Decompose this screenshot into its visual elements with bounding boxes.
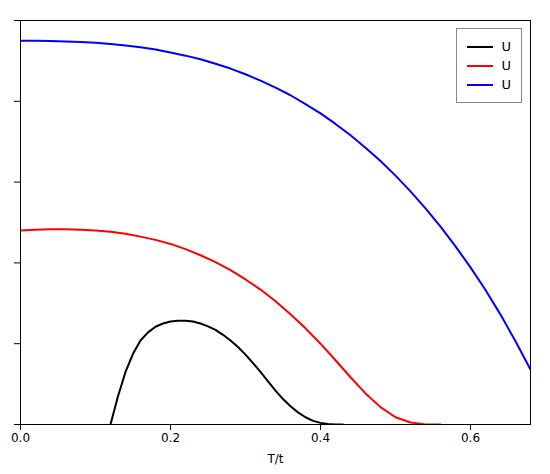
html-text:U: U	[501, 58, 511, 73]
svg-text:0.4: 0.4	[311, 431, 330, 445]
html-text:U: U	[501, 39, 511, 54]
html-text:U: U	[501, 77, 511, 92]
svg-text:0.0: 0.0	[11, 431, 30, 445]
svg-text:0.6: 0.6	[461, 431, 480, 445]
svg-text:T/t: T/t	[266, 452, 283, 466]
svg-text:0.2: 0.2	[161, 431, 180, 445]
